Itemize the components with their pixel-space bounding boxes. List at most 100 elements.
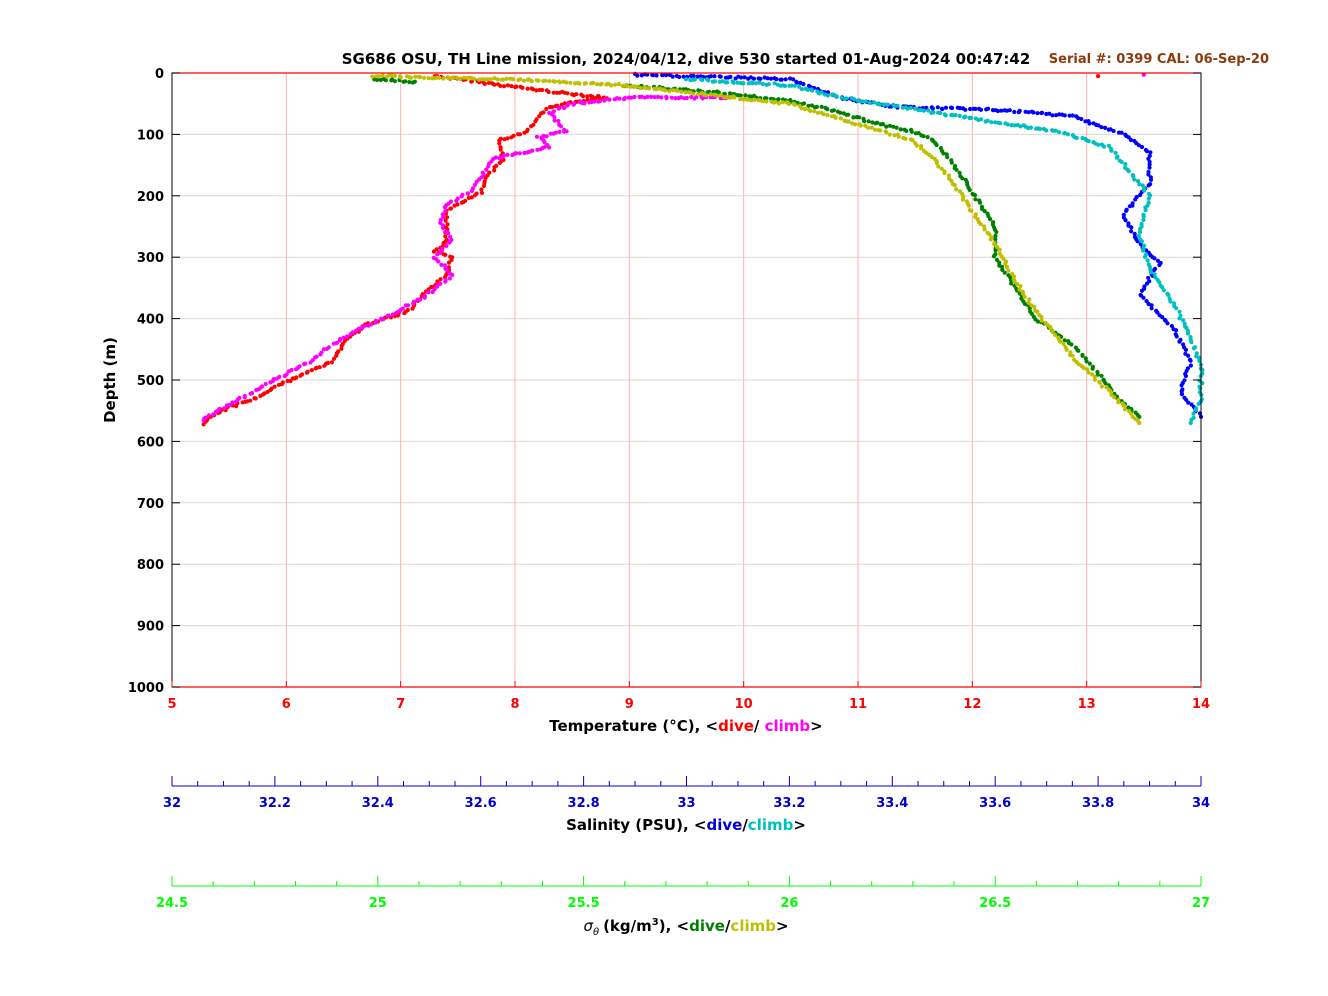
salinity-dive-point [1160,315,1165,320]
sigma_theta-climb-point [887,132,892,137]
sigma_theta-climb-point [518,77,523,82]
salinity-dive-point [1035,111,1040,116]
temperature-climb-point [649,94,654,99]
temperature-climb-point [472,182,477,187]
salinity-dive-point [1123,218,1128,223]
temperature-dive-point [429,284,434,290]
temperature-climb-point [447,240,452,245]
sigma_theta-climb-point [1001,256,1006,261]
sigma_theta-dive-point [916,131,921,136]
salinity-climb-point [1086,139,1091,144]
salinity-dive-point [1149,303,1154,308]
salinity-dive-point [1188,363,1193,368]
temperature-climb-point [517,151,522,156]
temperature-climb-point [718,96,723,101]
salinity-climb-point [943,113,948,118]
sigma_theta-climb-point [718,92,724,98]
sigma_theta-climb-point [821,112,826,117]
temperature-climb-point [201,418,206,423]
sigma_theta-dive-point [1087,361,1092,366]
salinity-dive-point [718,74,723,79]
sigma_theta-climb-point [426,76,431,81]
salinity-climb-point [895,103,900,108]
salinity-climb-point [1138,226,1143,231]
temperature-climb-point [596,99,601,104]
temperature-dive-point [546,89,551,95]
salinity-dive-point [963,107,968,112]
salinity-dive-point [1133,197,1138,202]
salinity-climb-point [867,100,872,105]
sigma_theta-climb-point [441,76,446,81]
sigma_theta-climb-point [773,99,778,104]
sigma_theta-climb-point [1092,377,1097,382]
sigma_theta-dive-point [994,229,999,235]
sigma_theta-dive-point [1137,414,1142,419]
y-axis-label: Depth (m) [101,337,119,423]
salinity-dive-point [930,106,935,111]
salinity-climb-point [731,80,736,85]
salinity-climb-point [1185,331,1191,336]
temperature-label-climb: climb [765,717,811,735]
salinity-climb-point [712,79,718,84]
temperature-climb-point [318,352,323,357]
salinity-tick-label: 33.8 [1082,796,1114,811]
salinity-climb-point [1131,174,1136,179]
sigma_theta-climb-point [408,75,414,80]
temperature-tick-label: 11 [849,697,867,712]
salinity-tick-label: 32.6 [465,796,497,811]
sigma_theta-dive-point [825,107,830,112]
temperature-climb-point [313,355,318,360]
temperature-climb-point [206,413,211,418]
sigma_theta-dive-point [997,260,1002,265]
sigma_theta-dive-point [764,96,769,101]
temperature-label-sep: / [754,717,765,735]
depth-tick-label: 0 [155,67,164,82]
salinity-climb-point [1142,188,1147,193]
sigma_theta-climb-point [577,81,582,86]
salinity-climb-point [1157,280,1162,285]
sigma_theta-dive-point [722,91,727,97]
sigma_theta-climb-point [638,85,643,91]
temperature-dive-point [597,95,602,100]
sigma_theta-dive-point [921,134,926,139]
sigma_theta-climb-point [501,77,506,82]
sigma_theta-dive-point [1035,319,1040,324]
sigma_theta-dive-point [1002,270,1007,275]
salinity-dive-point [1165,321,1170,326]
salinity-dive-point [1096,123,1101,128]
salinity-tick-label: 32.8 [568,796,600,811]
sigma_theta-climb-point [679,89,684,94]
temperature-climb-point [426,290,431,295]
temperature-tick-label: 14 [1192,697,1210,712]
salinity-label-sep: / [742,816,748,834]
sigma_theta-dive-point [383,78,388,83]
salinity-climb-point [839,95,844,100]
sigma_theta-climb-point [838,116,843,121]
sigma_theta-climb-point [1026,300,1031,305]
salinity-dive-point [639,73,644,78]
temperature-dive-point [520,85,525,90]
temperature-climb-point [282,373,287,379]
sigma_theta-dive-point [738,93,743,98]
temperature-dive-point [516,132,521,137]
salinity-dive-point [1183,373,1188,379]
sigma_theta-climb-point [1112,395,1117,400]
salinity-climb-point [989,120,994,125]
salinity-climb-point [1166,292,1171,298]
temperature-climb-point [562,105,567,111]
sigma_theta-climb-point [1097,380,1102,385]
temperature-dive-point [435,279,440,284]
temperature-dive-point [497,141,502,146]
sigma_theta-climb-point [749,98,754,103]
sigma_theta-climb-point [1122,407,1128,412]
salinity-dive-point [691,73,696,78]
sigma-symbol: σ [583,917,593,935]
sigma_theta-climb-point [1032,304,1037,309]
sigma_theta-dive-point [851,115,856,120]
sigma_theta-climb-point [492,76,497,81]
sigma_theta-dive-point [898,127,903,132]
sigma_theta-climb-point [418,75,423,80]
salinity-dive-point [708,74,714,79]
sigma_theta-dive-point [977,200,983,205]
